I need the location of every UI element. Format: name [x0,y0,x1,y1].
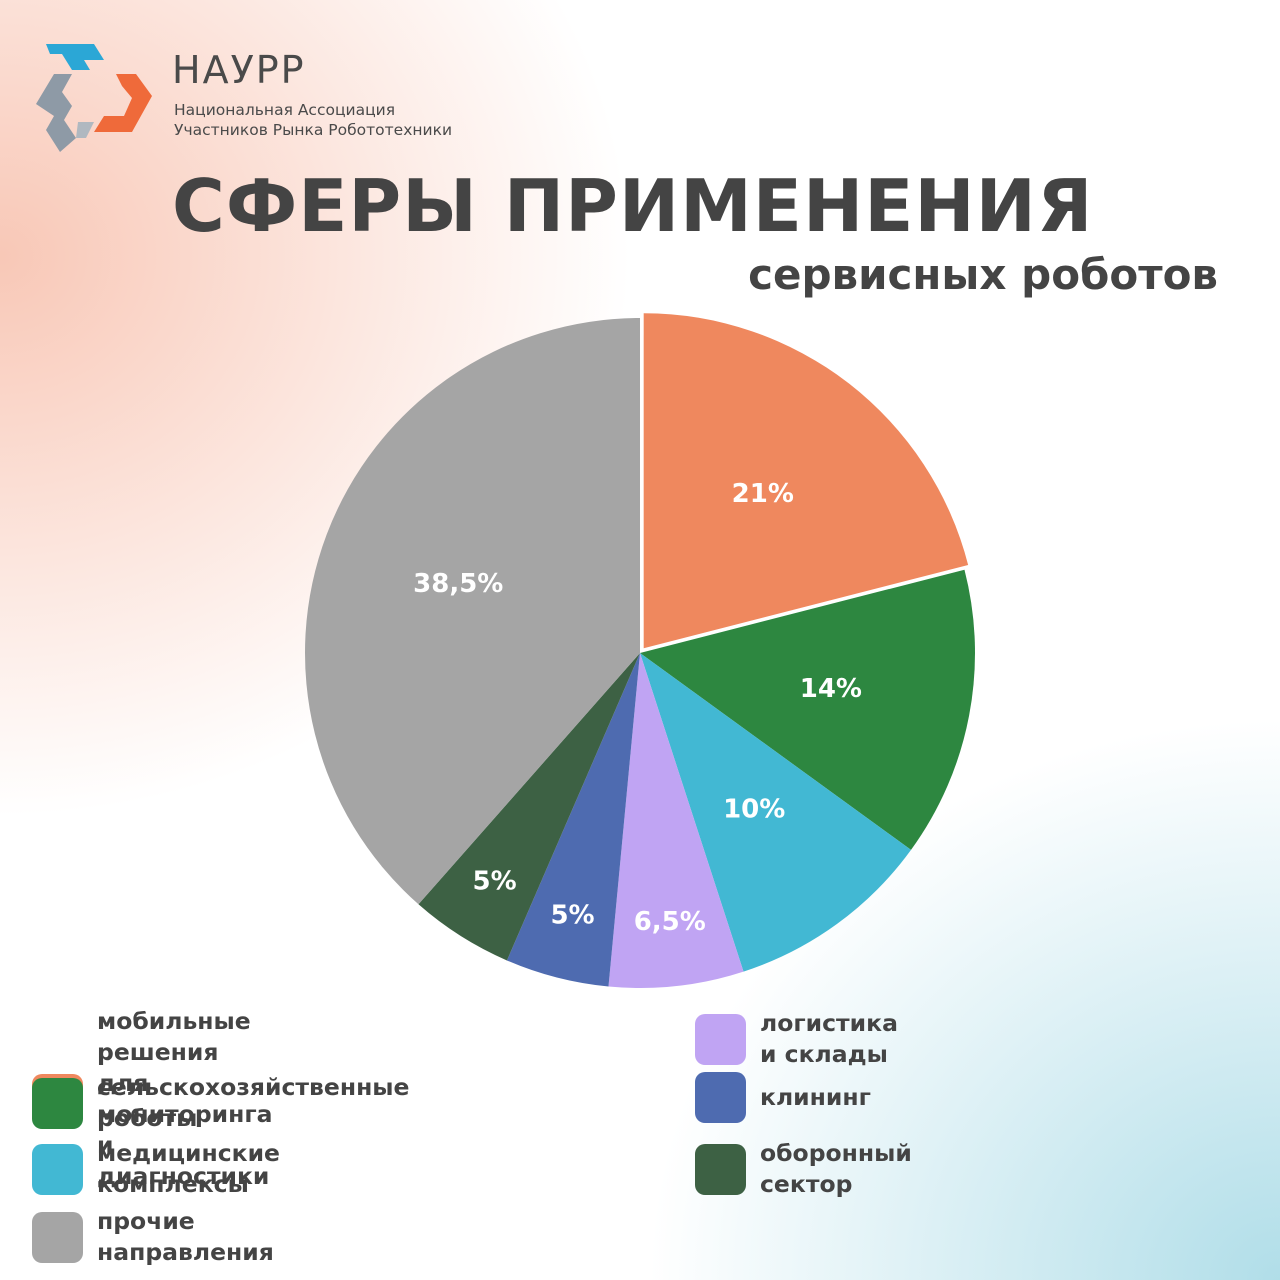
slice-data-label: 5% [473,867,517,897]
org-full-name: Национальная Ассоциация Участников Рынка… [174,100,452,140]
legend-item: клининг [695,1072,871,1123]
legend-item: медицинские комплексы [32,1138,280,1200]
legend-item: сельскохозяйственные роботы [32,1072,410,1134]
logo-gray-segment [36,74,76,152]
legend-item: прочие направления [32,1206,274,1268]
legend-label: оборонный сектор [760,1139,912,1198]
legend-swatch [32,1211,83,1263]
legend-label: медицинские комплексы [97,1139,280,1198]
slice-data-label: 21% [732,479,794,509]
hexagonal-arrows-logo-icon [36,44,152,152]
legend-swatch [32,1143,83,1195]
logo-gray-inner [76,122,94,138]
slice-data-label: 6,5% [634,907,706,937]
legend-swatch [32,1077,83,1129]
slice-data-label: 5% [550,900,594,930]
org-full-name-line1: Национальная Ассоциация [174,101,396,119]
legend-item: оборонный сектор [695,1138,912,1200]
slice-data-label: 14% [800,674,862,704]
pie-slice [418,653,640,961]
legend-swatch [695,1143,746,1195]
pie-slice [643,313,969,649]
legend-label: прочие направления [97,1207,274,1266]
legend-label: логистика и склады [760,1009,898,1068]
pie-slice [640,569,975,850]
logo-blue-segment [46,44,104,70]
legend-swatch [695,1013,746,1065]
legend-item: логистика и склады [695,1008,898,1070]
org-name: НАУРР [172,48,306,92]
legend-swatch [695,1072,746,1123]
pie-slice [608,653,744,988]
page-subtitle: сервисных роботов [748,250,1218,299]
pie-slice [304,318,640,905]
legend-label: мобильные решения для мониторинга и диаг… [97,1007,273,1190]
org-full-name-line2: Участников Рынка Робототехники [174,121,453,139]
slice-data-label: 10% [723,795,785,825]
page-title: СФЕРЫ ПРИМЕНЕНИЯ [172,164,1094,248]
pie-slice [506,653,640,987]
pie-slice [640,653,912,972]
slice-data-label: 38,5% [413,569,503,599]
legend-label: клининг [760,1083,871,1111]
logo-orange-segment [94,74,152,132]
legend-label: сельскохозяйственные роботы [97,1073,410,1132]
